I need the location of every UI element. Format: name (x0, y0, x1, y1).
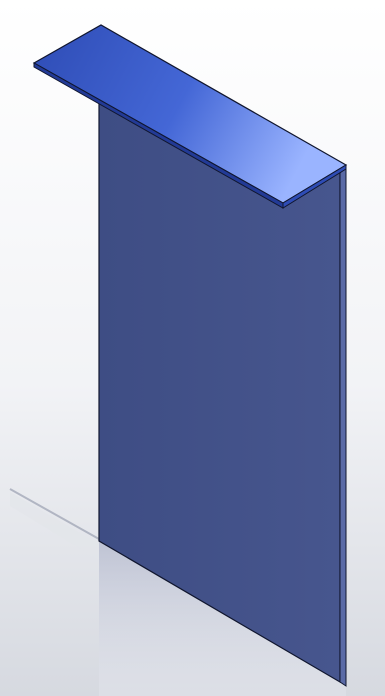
floor-shadow (9, 488, 100, 540)
floor-reflection (99, 541, 346, 696)
top-flange-side-thickness[interactable] (282, 164, 347, 209)
floor-shadow-soft (10, 492, 99, 560)
vertical-panel-thickness[interactable] (339, 165, 347, 687)
